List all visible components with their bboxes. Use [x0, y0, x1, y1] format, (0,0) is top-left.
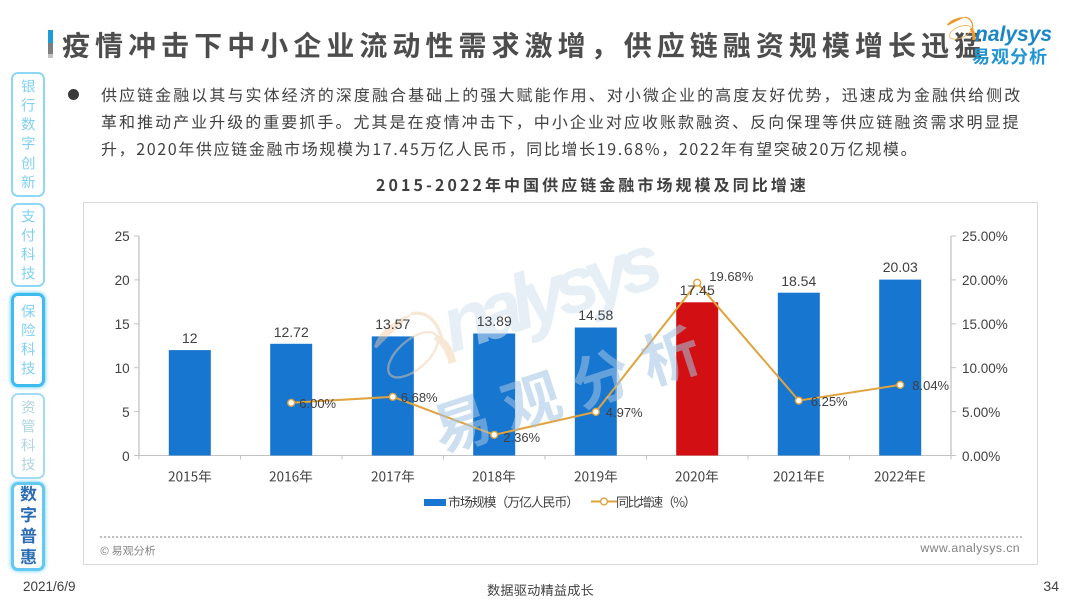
- svg-text:nalysys: nalysys: [430, 216, 670, 369]
